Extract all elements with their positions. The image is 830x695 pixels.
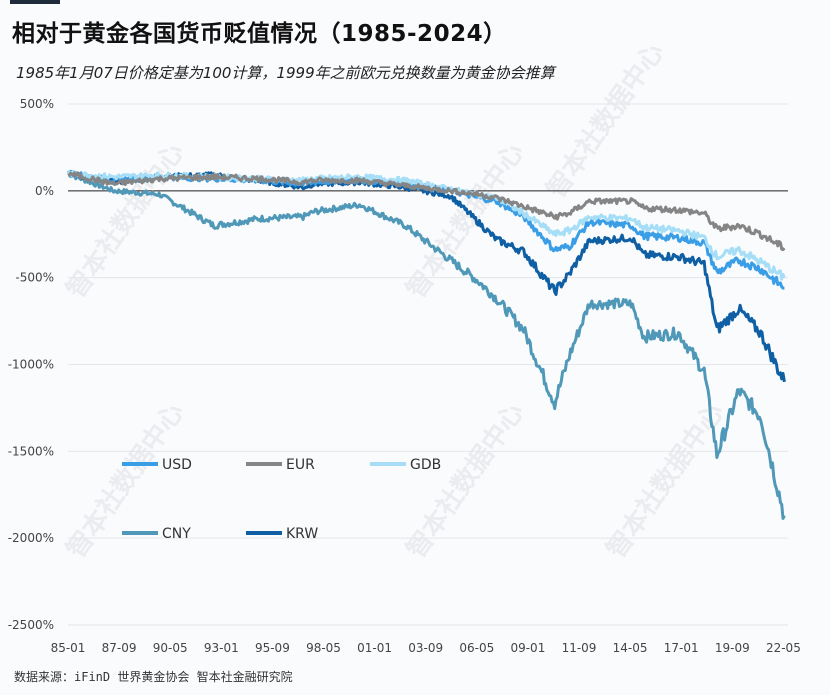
y-tick-label: -500% (15, 271, 54, 285)
series-line-eur (67, 171, 786, 252)
x-tick-label: 11-09 (562, 641, 597, 655)
legend-label-gdb: GDB (410, 457, 441, 473)
y-tick-label: -2000% (8, 531, 54, 545)
legend-label-usd: USD (162, 457, 192, 473)
chart-title: 相对于黄金各国货币贬值情况（1985-2024） (12, 21, 507, 47)
chart-subtitle: 1985年1月07日价格定基为100计算，1999年之前欧元兑换数量为黄金协会推… (16, 64, 555, 82)
y-tick-label: -2500% (8, 618, 54, 632)
y-tick-label: -1500% (8, 444, 54, 458)
x-tick-label: 17-01 (664, 641, 699, 655)
series-line-cny (67, 172, 786, 520)
x-tick-label: 85-01 (51, 641, 86, 655)
source-note: 数据来源：iFinD 世界黄金协会 智本社金融研究院 (14, 670, 293, 684)
legend-label-cny: CNY (162, 526, 191, 542)
x-tick-label: 93-01 (204, 641, 239, 655)
x-tick-label: 09-01 (510, 641, 545, 655)
x-tick-label: 03-09 (408, 641, 443, 655)
y-tick-label: -1000% (8, 358, 54, 372)
x-tick-label: 01-01 (357, 641, 392, 655)
x-tick-label: 14-05 (613, 641, 648, 655)
watermark-text: 智本社数据中心 (540, 37, 670, 204)
x-tick-label: 87-09 (102, 641, 137, 655)
y-tick-label: 500% (20, 97, 54, 111)
x-tick-label: 22-05 (766, 641, 801, 655)
x-tick-label: 90-05 (153, 641, 188, 655)
legend-label-eur: EUR (286, 457, 315, 473)
x-tick-label: 95-09 (255, 641, 290, 655)
legend-label-krw: KRW (286, 526, 318, 542)
watermark-text: 智本社数据中心 (400, 137, 530, 304)
y-tick-label: 0% (35, 184, 54, 198)
watermark-text: 智本社数据中心 (400, 397, 530, 564)
x-tick-label: 19-09 (715, 641, 750, 655)
x-tick-label: 06-05 (459, 641, 494, 655)
top-accent-bar (10, 0, 60, 4)
x-tick-label: 98-05 (306, 641, 341, 655)
watermark-text: 智本社数据中心 (60, 137, 190, 304)
